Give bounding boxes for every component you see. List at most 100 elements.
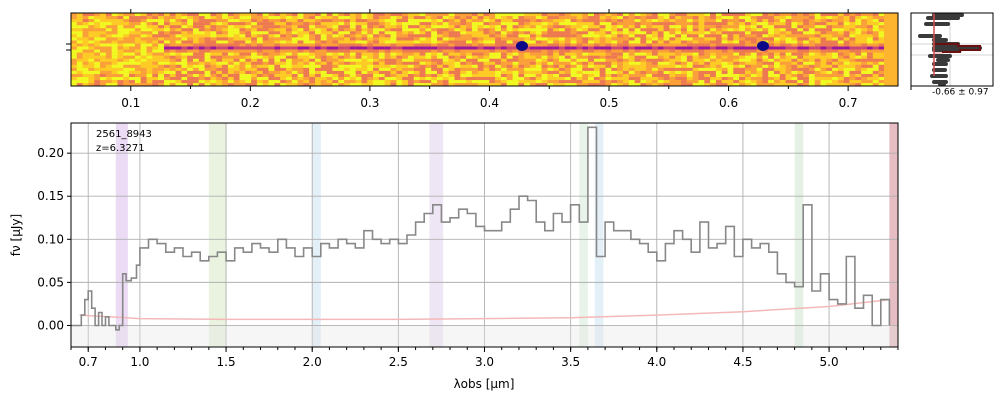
heatmap-cell xyxy=(349,40,356,44)
heatmap-cell xyxy=(181,58,188,62)
heatmap-cell xyxy=(530,19,536,23)
heatmap-cell xyxy=(593,28,600,32)
heatmap-cell xyxy=(134,25,141,29)
heatmap-cell xyxy=(344,22,350,26)
heatmap-cell xyxy=(483,83,490,86)
heatmap-cell xyxy=(553,49,560,53)
heatmap-cell xyxy=(640,83,647,86)
heatmap-cell xyxy=(564,70,571,74)
heatmap-cell xyxy=(245,34,252,38)
heatmap-cell xyxy=(466,37,472,41)
heatmap-cell xyxy=(111,13,118,17)
heatmap-cell xyxy=(425,55,432,59)
heatmap-cell xyxy=(733,34,740,38)
heatmap-cell xyxy=(849,74,856,78)
heatmap-cell xyxy=(553,61,560,65)
heatmap-cell xyxy=(646,58,653,62)
heatmap-cell xyxy=(71,16,77,20)
heatmap-cell xyxy=(146,37,153,41)
heatmap-cell xyxy=(349,49,356,53)
heatmap-cell xyxy=(512,80,519,84)
heatmap-cell xyxy=(338,46,345,50)
heatmap-cell xyxy=(245,49,252,53)
heatmap-cell xyxy=(622,43,629,47)
heatmap-cell xyxy=(111,58,118,62)
heatmap-cell xyxy=(861,43,868,47)
heatmap-cell xyxy=(373,77,379,81)
heatmap-cell xyxy=(460,77,467,81)
heatmap-cell xyxy=(681,40,687,44)
heatmap-cell xyxy=(413,16,420,20)
heatmap-cell xyxy=(500,83,507,86)
heatmap-cell xyxy=(570,77,577,81)
x-tick-label: 2.0 xyxy=(303,355,322,369)
heatmap-cell xyxy=(727,31,734,35)
heatmap-cell xyxy=(483,55,490,59)
heatmap-cell xyxy=(251,22,257,26)
heatmap-cell xyxy=(518,13,525,17)
heatmap-cell xyxy=(216,77,223,81)
heatmap-cell xyxy=(733,64,740,68)
heatmap-cell xyxy=(588,64,594,68)
heatmap-cell xyxy=(309,83,316,86)
heatmap-cell xyxy=(332,28,339,32)
heatmap-cell xyxy=(785,77,792,81)
heatmap-cell xyxy=(843,83,850,86)
heatmap-cell xyxy=(652,25,658,29)
heatmap-cell xyxy=(437,58,443,62)
heatmap-cell xyxy=(332,19,339,23)
heatmap-cell xyxy=(791,58,798,62)
heatmap-cell xyxy=(134,64,141,68)
heatmap-cell xyxy=(622,37,629,41)
heatmap-cell xyxy=(361,74,368,78)
heatmap-cell xyxy=(349,43,356,47)
heatmap-cell xyxy=(704,83,711,86)
heatmap-cell xyxy=(175,77,182,81)
heatmap-cell xyxy=(268,52,275,56)
heatmap-cell xyxy=(872,40,879,44)
heatmap-cell xyxy=(117,31,124,35)
heatmap-cell xyxy=(489,37,496,41)
heatmap-cell xyxy=(431,43,438,47)
heatmap-cell xyxy=(739,46,745,50)
heatmap-cell xyxy=(867,83,873,86)
heatmap-cell xyxy=(861,28,868,32)
heatmap-cell xyxy=(158,25,164,29)
heatmap-cell xyxy=(506,25,513,29)
heatmap-cell xyxy=(454,61,461,65)
heatmap-cell xyxy=(663,70,670,74)
heatmap-cell xyxy=(129,80,135,84)
heatmap-cell xyxy=(390,19,397,23)
heatmap-cell xyxy=(622,64,629,68)
heatmap-cell xyxy=(715,74,722,78)
heatmap-cell xyxy=(227,37,234,41)
heatmap-cell xyxy=(204,58,211,62)
heatmap-cell xyxy=(349,61,356,65)
heatmap-cell xyxy=(779,77,786,81)
heatmap-cell xyxy=(762,70,769,74)
heatmap-cell xyxy=(559,77,565,81)
heatmap-cell xyxy=(129,37,135,41)
heatmap-cell xyxy=(175,49,182,53)
heatmap-cell xyxy=(146,31,153,35)
heatmap-cell xyxy=(320,37,327,41)
heatmap-cell xyxy=(826,16,833,20)
heatmap-cell xyxy=(274,43,281,47)
heatmap-cell xyxy=(698,67,705,71)
heatmap-cell xyxy=(576,22,583,26)
heatmap-dark-spot xyxy=(516,41,528,51)
heatmap-cell xyxy=(82,25,89,29)
heatmap-cell xyxy=(256,52,263,56)
heatmap-cell xyxy=(843,28,850,32)
heatmap-cell xyxy=(559,55,565,59)
heatmap-cell xyxy=(727,43,734,47)
heatmap-cell xyxy=(181,16,188,20)
heatmap-cell xyxy=(500,31,507,35)
heatmap-cell xyxy=(524,64,531,68)
heatmap-cell xyxy=(291,61,298,65)
heatmap-cell xyxy=(477,52,484,56)
heatmap-cell xyxy=(82,43,89,47)
heatmap-cell xyxy=(814,77,821,81)
heatmap-cell xyxy=(396,34,403,38)
heatmap-cell xyxy=(535,83,542,86)
